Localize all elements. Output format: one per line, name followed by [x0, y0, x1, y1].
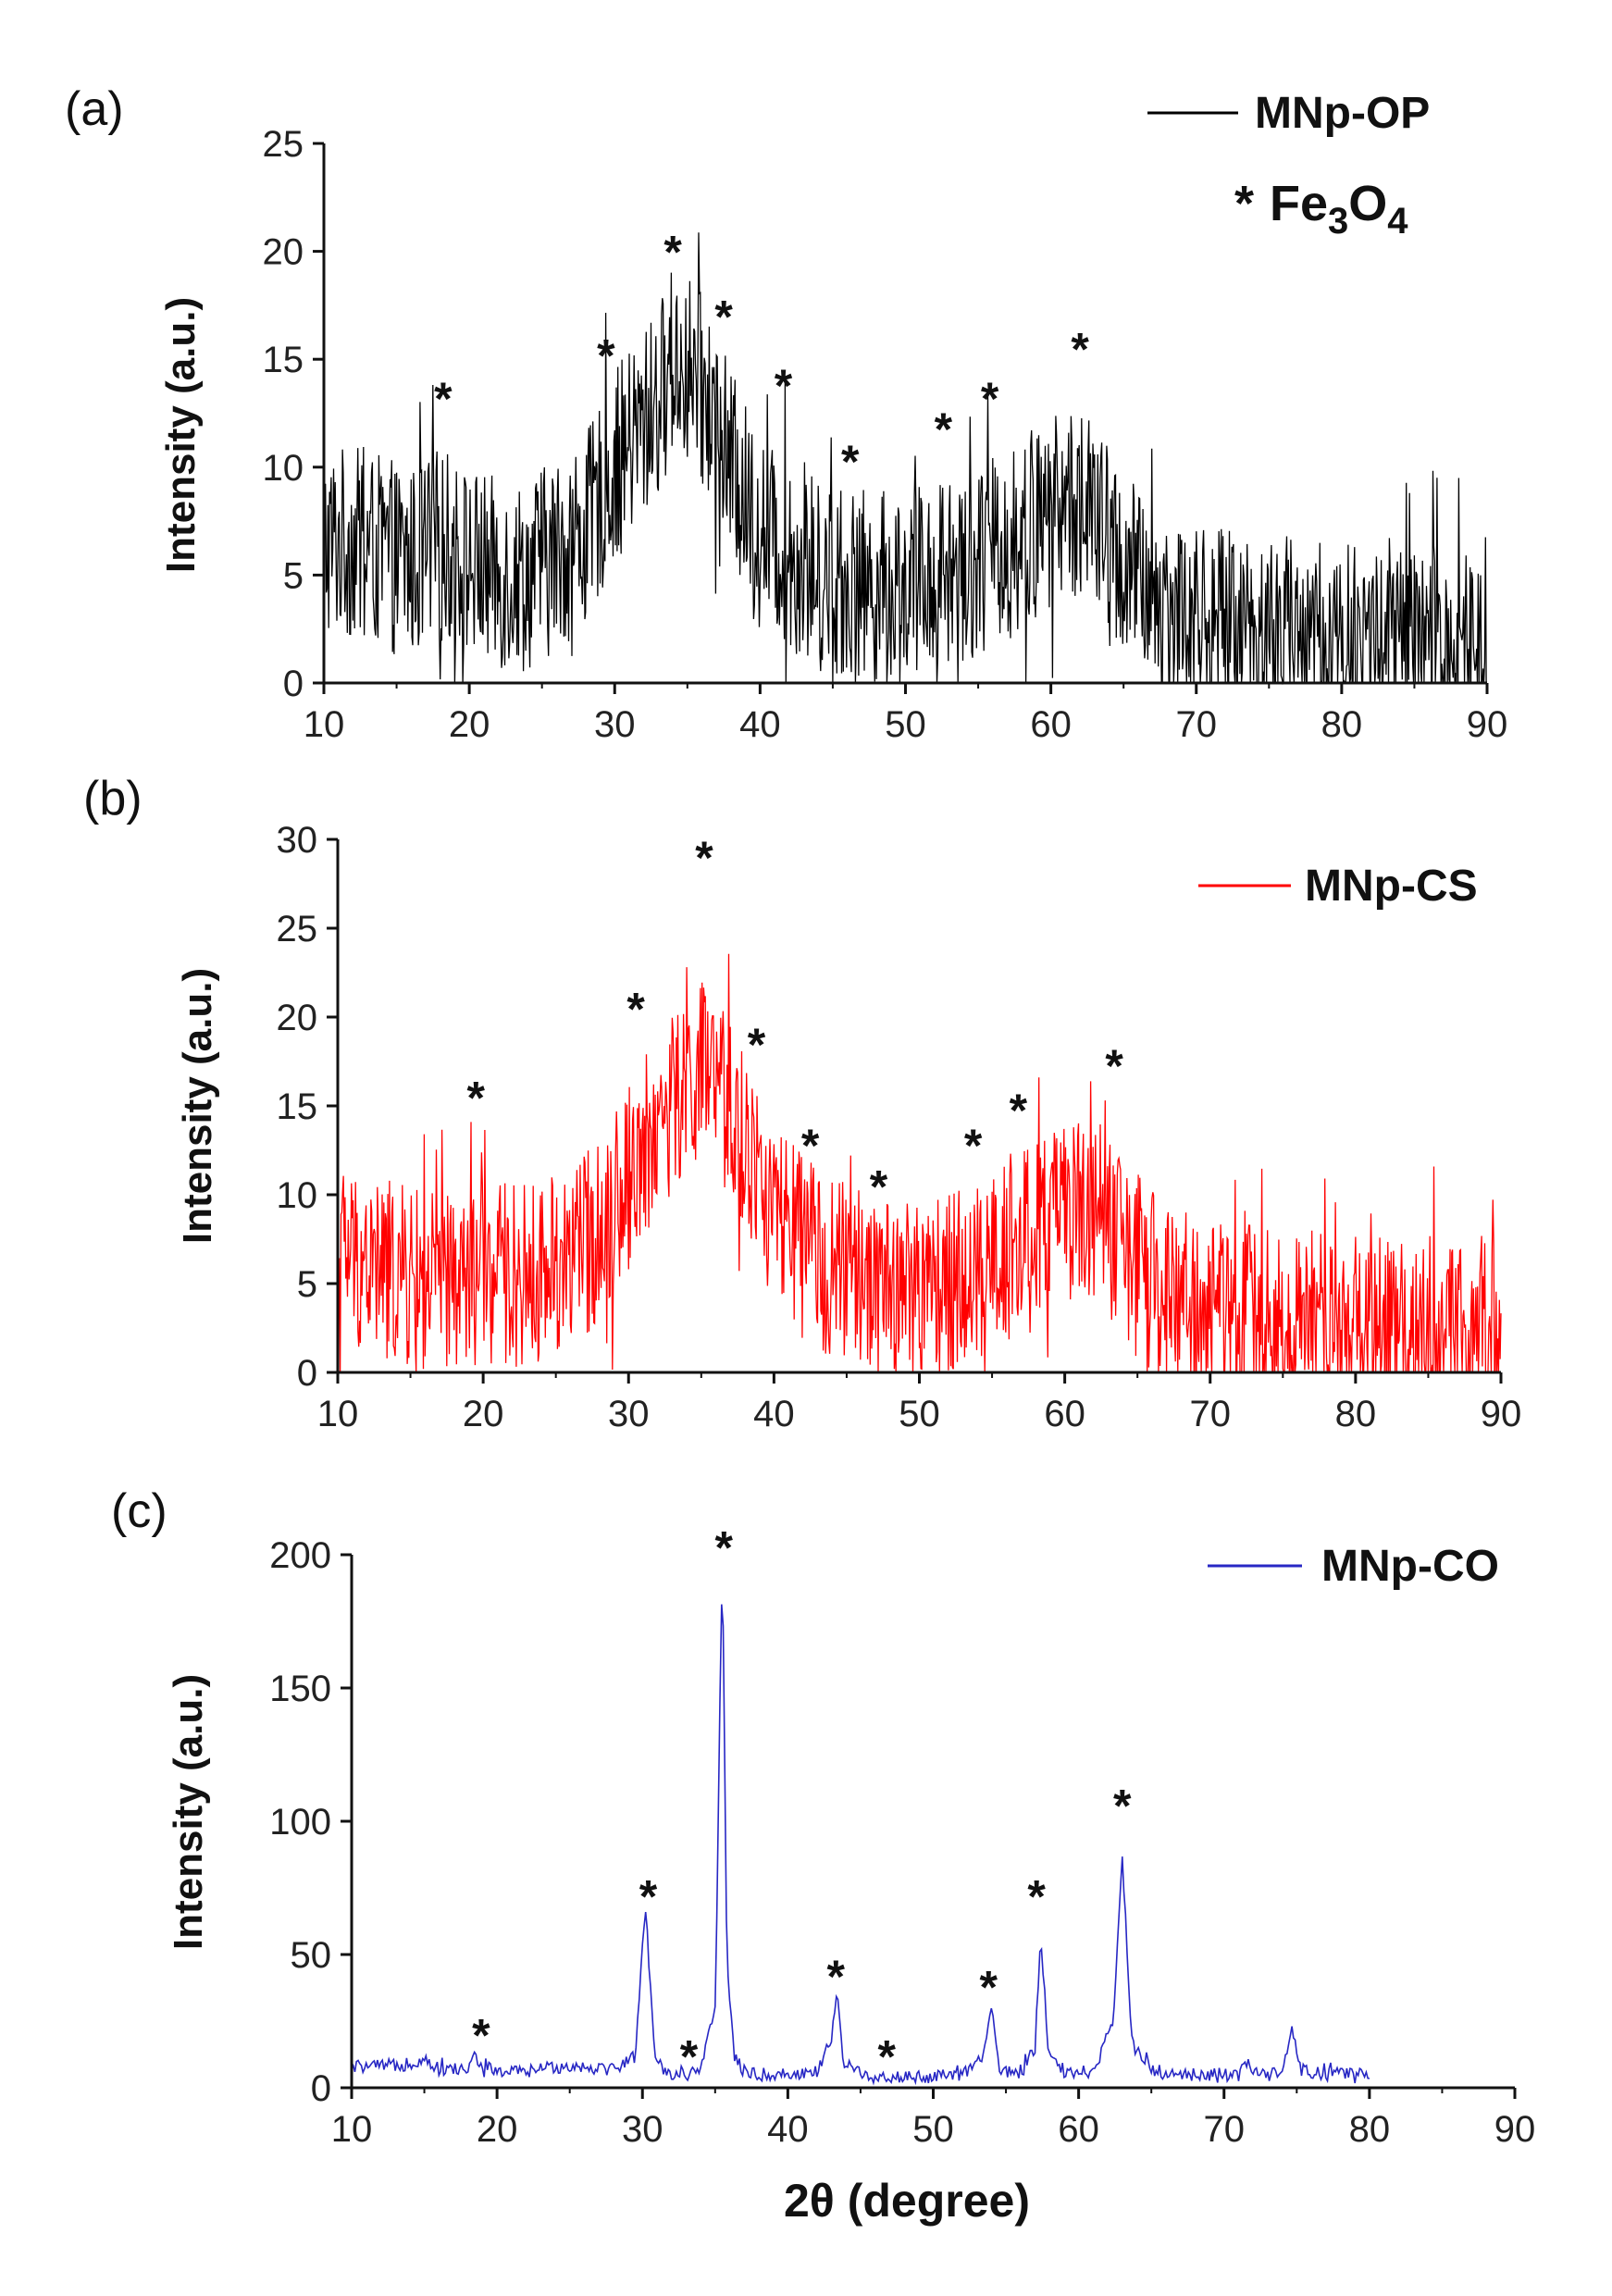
y-tick-label: 50 [291, 1935, 332, 1976]
peak-marker: * [826, 1951, 845, 2003]
peak-marker: * [626, 983, 645, 1035]
y-tick-label: 5 [297, 1264, 317, 1305]
panel-label: (a) [65, 82, 124, 136]
x-tick-label: 60 [1044, 1394, 1085, 1434]
panel-label: (c) [111, 1484, 167, 1538]
x-tick-label: 20 [449, 704, 490, 745]
x-tick-label: 90 [1467, 704, 1508, 745]
peak-marker: * [434, 373, 453, 425]
series-line [323, 232, 1487, 686]
y-tick-label: 20 [263, 232, 304, 273]
x-tick-label: 80 [1321, 704, 1363, 745]
x-tick-label: 60 [1030, 704, 1072, 745]
panel-c: (c) Intensity (a.u.) 10 20 30 40 50 60 70 80 90 0… [111, 1484, 1535, 2227]
legend-label: MNp-CS [1305, 862, 1478, 911]
peak-marker: * [1010, 1085, 1028, 1136]
peak-marker: * [981, 373, 999, 425]
peak-marker: * [935, 403, 953, 455]
y-tick-label: 0 [311, 2068, 331, 2109]
peak-marker: * [801, 1120, 820, 1172]
y-tick-label: 10 [277, 1175, 318, 1216]
panel-b: (b) Intensity (a.u.) 10 20 30 40 50 60 70 80 90 0… [83, 772, 1521, 1434]
x-tick-label: 70 [1190, 1394, 1232, 1434]
panel-label: (b) [83, 772, 143, 825]
y-tick-label: 5 [283, 555, 304, 596]
x-tick-label: 70 [1204, 2109, 1246, 2150]
y-tick-label: 10 [263, 448, 304, 489]
peak-marker: * [639, 1871, 658, 1923]
x-tick-label: 30 [594, 704, 636, 745]
panel-a: (a) Intensity (a.u.) 10 20 30 40 50 60 70 80 90 0… [65, 82, 1507, 745]
peak-marker: * [472, 2009, 490, 2061]
x-tick-label: 90 [1481, 1394, 1522, 1434]
x-tick-label: 90 [1494, 2109, 1536, 2150]
peak-marker: * [870, 1160, 888, 1212]
legend-label: MNp-OP [1255, 89, 1430, 138]
peak-marker: * [663, 227, 682, 279]
peak-marker: * [1027, 1871, 1046, 1923]
x-tick-label: 50 [899, 1394, 940, 1434]
peak-marker: * [775, 360, 793, 412]
x-axis-title: 2θ (degree) [784, 2175, 1030, 2227]
legend: MNp-OP [1147, 89, 1430, 138]
x-tick-label: 60 [1058, 2109, 1099, 2150]
x-tick-label: 20 [463, 1394, 504, 1434]
y-tick-label: 150 [269, 1669, 331, 1709]
y-tick-label: 0 [283, 664, 304, 704]
series-line [351, 1604, 1370, 2086]
legend-label: MNp-CO [1321, 1542, 1499, 1591]
peak-marker: * [979, 1962, 998, 2014]
peak-marker: * [964, 1120, 983, 1172]
x-tick-label: 30 [608, 1394, 650, 1434]
phase-note: * Fe3O4 [1234, 176, 1408, 242]
peak-marker: * [680, 2030, 699, 2082]
peak-marker: * [1105, 1040, 1123, 1092]
peak-marker: * [877, 2030, 896, 2082]
y-tick-label: 30 [277, 820, 318, 861]
x-tick-label: 40 [739, 704, 781, 745]
y-tick-label: 15 [263, 340, 304, 380]
y-axis-title: Intensity (a.u.) [166, 1674, 211, 1950]
plot-area: 10 20 30 40 50 60 70 80 90 0 50 100 150 200 * * * * * * * * * [269, 1521, 1535, 2150]
y-tick-label: 20 [277, 998, 318, 1038]
phase-note-star: * [1234, 176, 1254, 231]
peak-marker: * [1071, 324, 1089, 376]
peak-marker: * [467, 1072, 486, 1123]
peak-marker: * [841, 436, 860, 488]
x-tick-label: 30 [622, 2109, 663, 2150]
plot-area: 10 20 30 40 50 60 70 80 90 0 5 10 15 20 25 30 * * * * * * * * * [277, 820, 1522, 1434]
y-tick-label: 200 [269, 1535, 331, 1576]
y-tick-label: 25 [277, 909, 318, 949]
series-line [337, 953, 1502, 1374]
plot-area: 10 20 30 40 50 60 70 80 90 0 5 10 15 20 25 * * * * * * * * * [263, 124, 1508, 745]
x-tick-label: 70 [1176, 704, 1218, 745]
legend: MNp-CO [1208, 1542, 1499, 1591]
x-tick-label: 50 [885, 704, 926, 745]
y-axis-title: Intensity (a.u.) [175, 968, 220, 1244]
x-tick-label: 40 [767, 2109, 809, 2150]
y-axis-title: Intensity (a.u.) [158, 297, 204, 573]
x-tick-label: 50 [912, 2109, 954, 2150]
peak-marker: * [748, 1019, 766, 1071]
y-tick-label: 0 [297, 1353, 317, 1394]
x-tick-label: 80 [1349, 2109, 1391, 2150]
y-tick-label: 100 [269, 1802, 331, 1843]
x-tick-label: 10 [304, 704, 345, 745]
x-tick-label: 10 [317, 1394, 359, 1434]
peak-marker: * [695, 832, 713, 884]
legend: MNp-CS [1198, 862, 1478, 911]
x-tick-label: 20 [477, 2109, 518, 2150]
peak-marker: * [1113, 1781, 1132, 1832]
peak-marker: * [714, 292, 733, 343]
x-tick-label: 40 [753, 1394, 795, 1434]
phase-note-label: Fe3O4 [1270, 176, 1408, 242]
axis-frame [350, 1555, 1515, 2090]
peak-marker: * [715, 1521, 734, 1573]
y-tick-label: 15 [277, 1086, 318, 1127]
y-tick-label: 25 [263, 124, 304, 165]
x-tick-label: 10 [331, 2109, 373, 2150]
peak-marker: * [597, 330, 615, 382]
x-tick-label: 80 [1335, 1394, 1377, 1434]
